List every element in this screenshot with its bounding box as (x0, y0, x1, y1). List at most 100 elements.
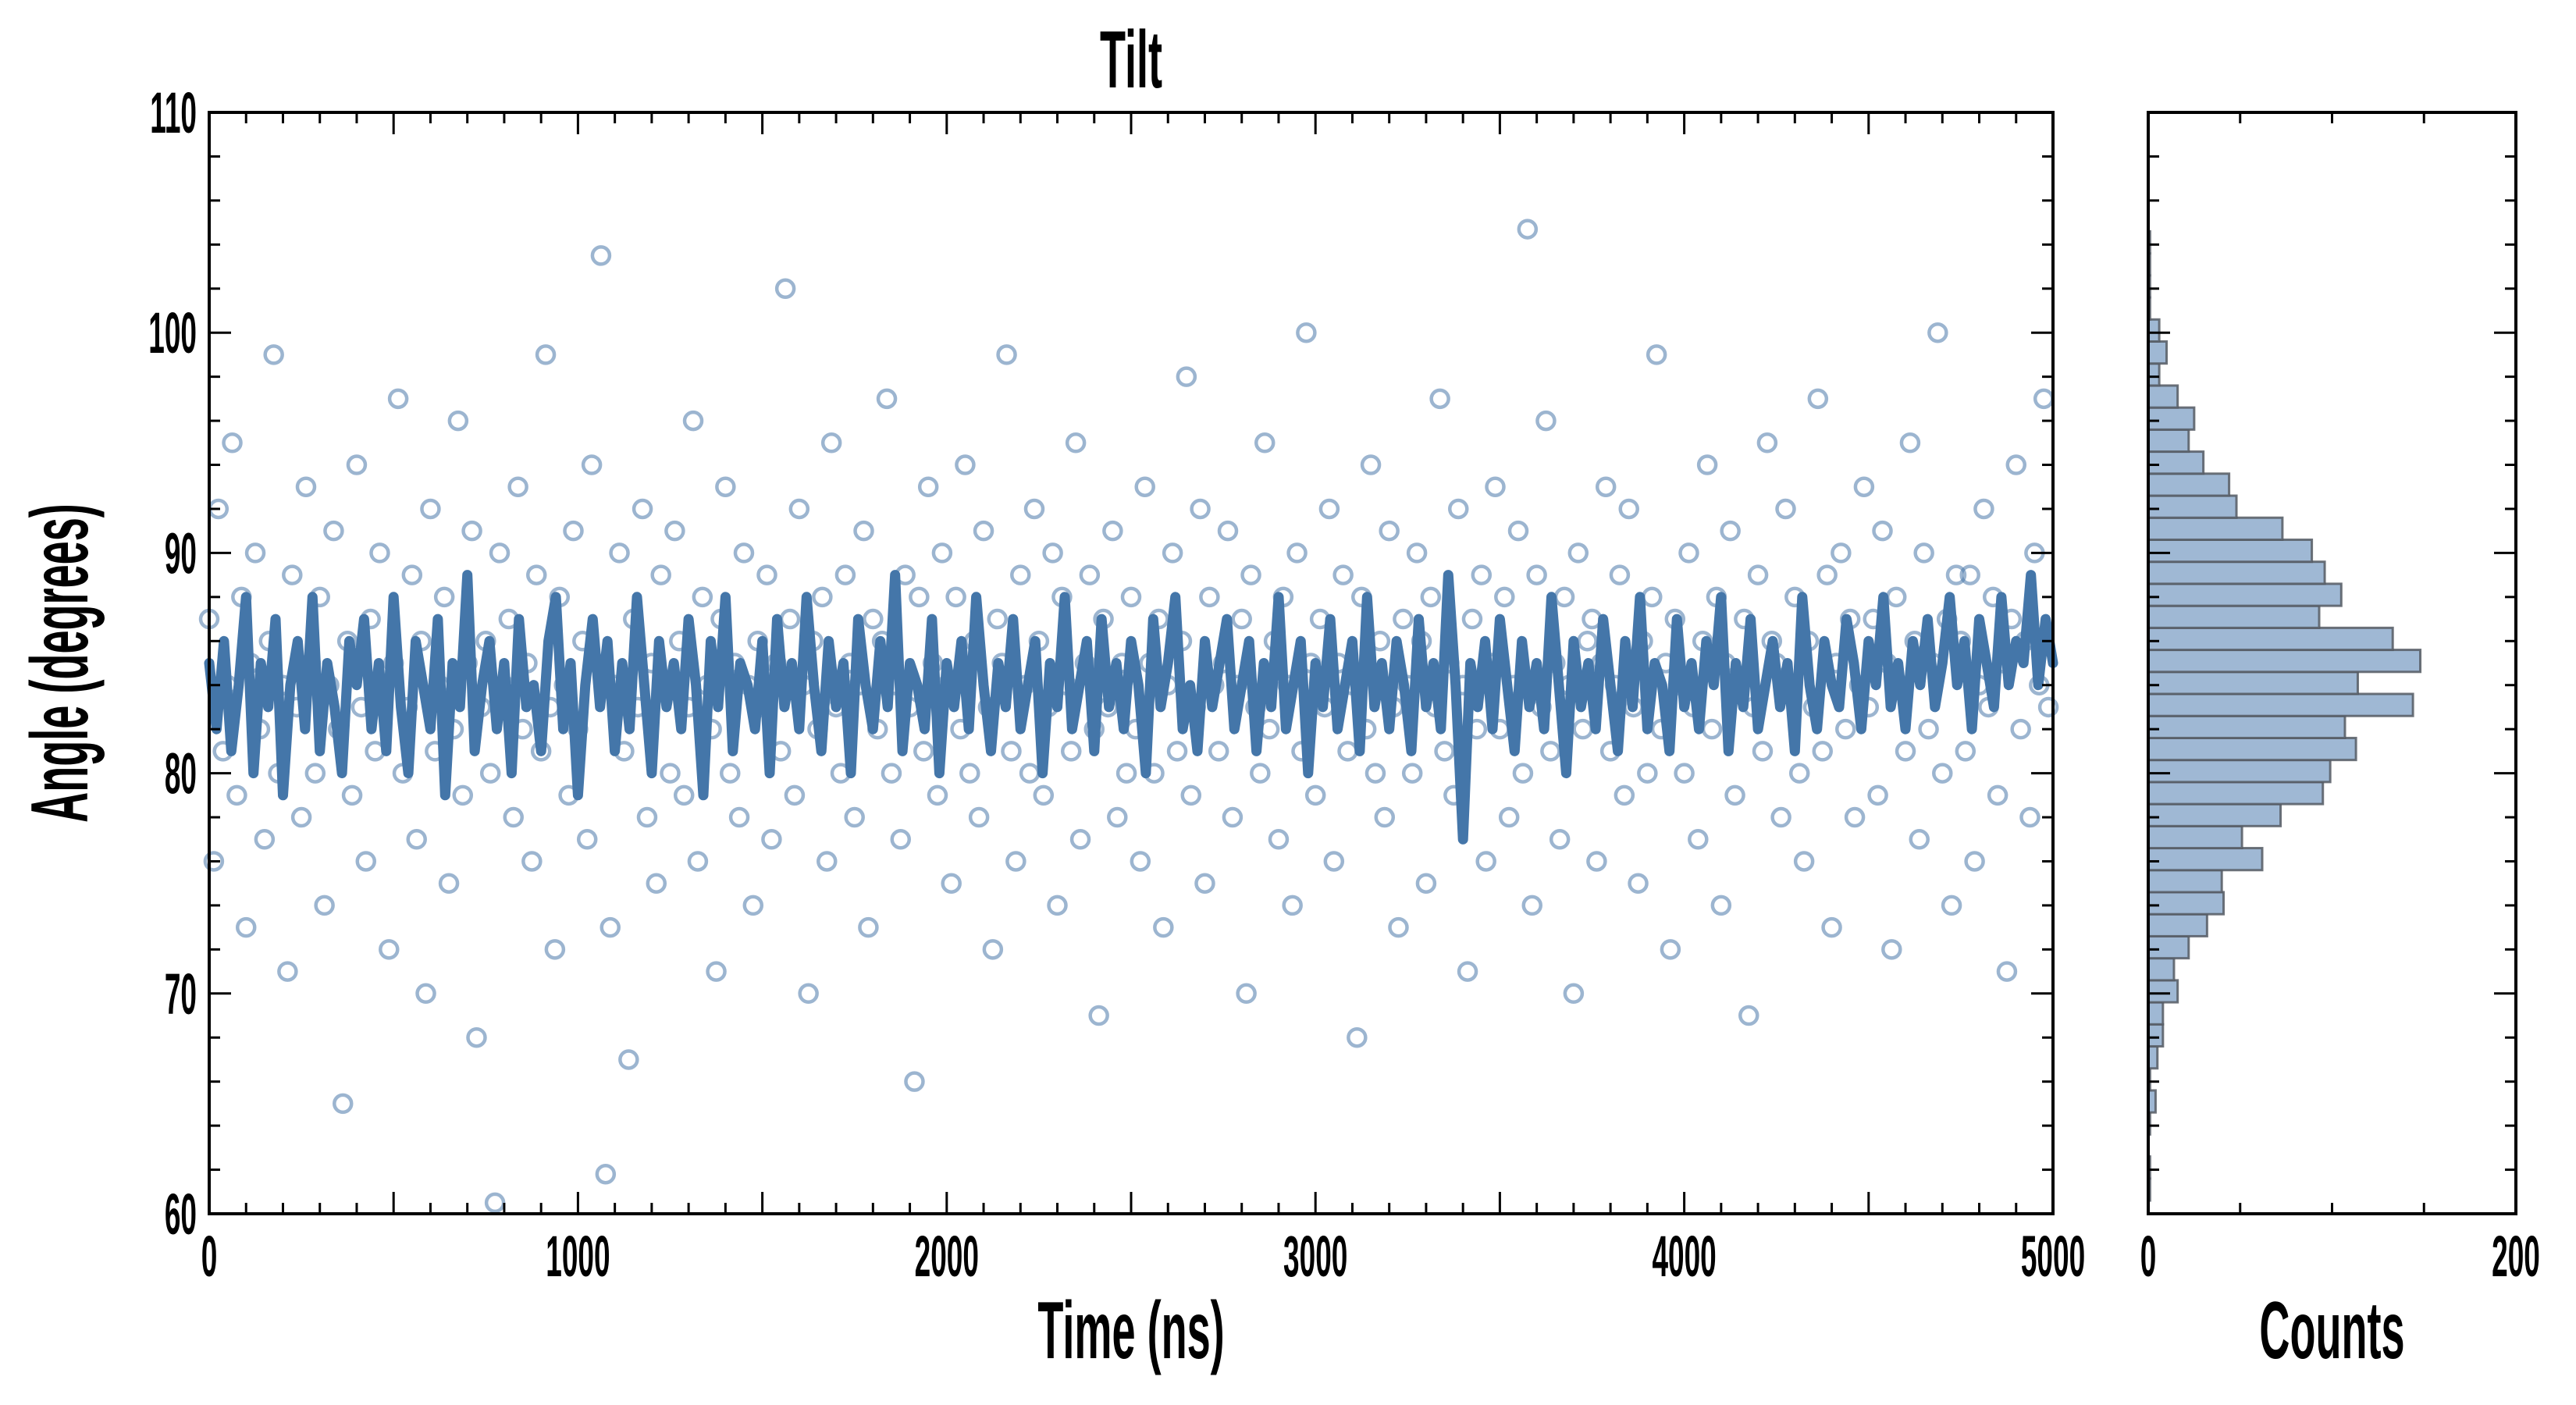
histogram-bar (2147, 714, 2347, 739)
data-point (1724, 784, 1745, 806)
data-point (600, 916, 621, 938)
data-point (1190, 498, 1211, 520)
data-point (1710, 895, 1732, 916)
histogram-bar (2147, 626, 2394, 652)
data-point (1720, 520, 1741, 542)
data-point (1835, 718, 1856, 740)
data-point (1696, 454, 1718, 475)
data-point (420, 498, 441, 520)
data-point (1042, 542, 1063, 564)
histogram-bar (2147, 824, 2243, 850)
data-point (853, 520, 874, 542)
data-point (295, 476, 317, 497)
histogram-bar (2147, 649, 2422, 674)
data-point (798, 983, 819, 1005)
data-point (1420, 586, 1442, 608)
y-tick-label: 60 (165, 1183, 197, 1247)
data-point (314, 895, 335, 916)
data-point (774, 278, 796, 300)
data-point (609, 542, 630, 564)
data-point (479, 763, 501, 784)
hist-x-tick-label: 200 (2492, 1225, 2540, 1289)
data-point (1872, 520, 1893, 542)
data-point (1374, 806, 1396, 828)
data-point (2010, 718, 2031, 740)
data-point (1567, 542, 1589, 564)
data-point (466, 1026, 487, 1048)
data-point (1134, 476, 1155, 497)
y-tick-label: 80 (165, 742, 197, 806)
axes (208, 111, 2517, 1215)
data-point (290, 806, 312, 828)
data-point (346, 454, 368, 475)
data-point (1512, 763, 1534, 784)
data-point (955, 454, 976, 475)
data-point (1899, 432, 1921, 454)
data-point (1831, 542, 1852, 564)
data-point (1618, 498, 1639, 520)
data-point (1553, 586, 1575, 608)
histogram-bar (2147, 670, 2359, 695)
data-point (1747, 564, 1769, 585)
data-point (415, 983, 436, 1005)
histogram-bar (2147, 450, 2205, 475)
data-point (1107, 806, 1128, 828)
data-point (452, 784, 474, 806)
data-point (1563, 983, 1585, 1005)
data-point (1507, 520, 1529, 542)
data-point (1660, 939, 1681, 960)
data-point (526, 564, 547, 585)
data-point (379, 939, 400, 960)
data-point (1821, 916, 1842, 938)
data-point (1881, 939, 1902, 960)
data-point (341, 784, 363, 806)
data-point (706, 961, 727, 982)
data-point (1180, 784, 1202, 806)
data-point (1166, 741, 1188, 762)
data-point (544, 939, 566, 960)
data-point (1807, 388, 1829, 410)
histogram-bar (2147, 759, 2332, 784)
data-point (1788, 763, 1810, 784)
data-point (1526, 564, 1547, 585)
data-point (461, 520, 482, 542)
data-point (1793, 851, 1815, 872)
y-tick-label: 70 (165, 962, 197, 1026)
data-point (503, 806, 524, 828)
data-point (788, 498, 810, 520)
data-point (1130, 851, 1151, 872)
data-point (484, 1192, 506, 1214)
data-point (742, 895, 764, 916)
data-point (876, 388, 898, 410)
data-point (521, 851, 543, 872)
data-point (1913, 542, 1934, 564)
data-point (576, 829, 598, 850)
data-point (632, 498, 653, 520)
x-tick-label: 0 (201, 1225, 218, 1289)
histogram-bar (2147, 934, 2190, 960)
y-tick-label: 110 (150, 81, 197, 145)
data-point (447, 410, 469, 432)
data-point (1304, 784, 1326, 806)
x-axis-label: Time (ns) (1037, 1285, 1224, 1376)
data-point (941, 873, 962, 894)
data-point (1844, 806, 1866, 828)
data-point (2033, 388, 2055, 410)
data-point (1457, 961, 1478, 982)
data-point (1812, 741, 1833, 762)
data-point (664, 520, 685, 542)
x-tick-label: 5000 (2021, 1225, 2085, 1289)
data-point (1932, 763, 1953, 784)
data-point (1895, 741, 1916, 762)
data-point (226, 784, 247, 806)
data-point (244, 542, 266, 564)
data-point (1471, 564, 1493, 585)
data-point (1701, 718, 1723, 740)
histogram-bar (2147, 384, 2179, 409)
data-point (812, 586, 833, 608)
data-point (1918, 718, 1939, 740)
data-point (401, 564, 423, 585)
data-point (355, 851, 377, 872)
data-point (1429, 388, 1450, 410)
data-point (904, 1071, 925, 1092)
